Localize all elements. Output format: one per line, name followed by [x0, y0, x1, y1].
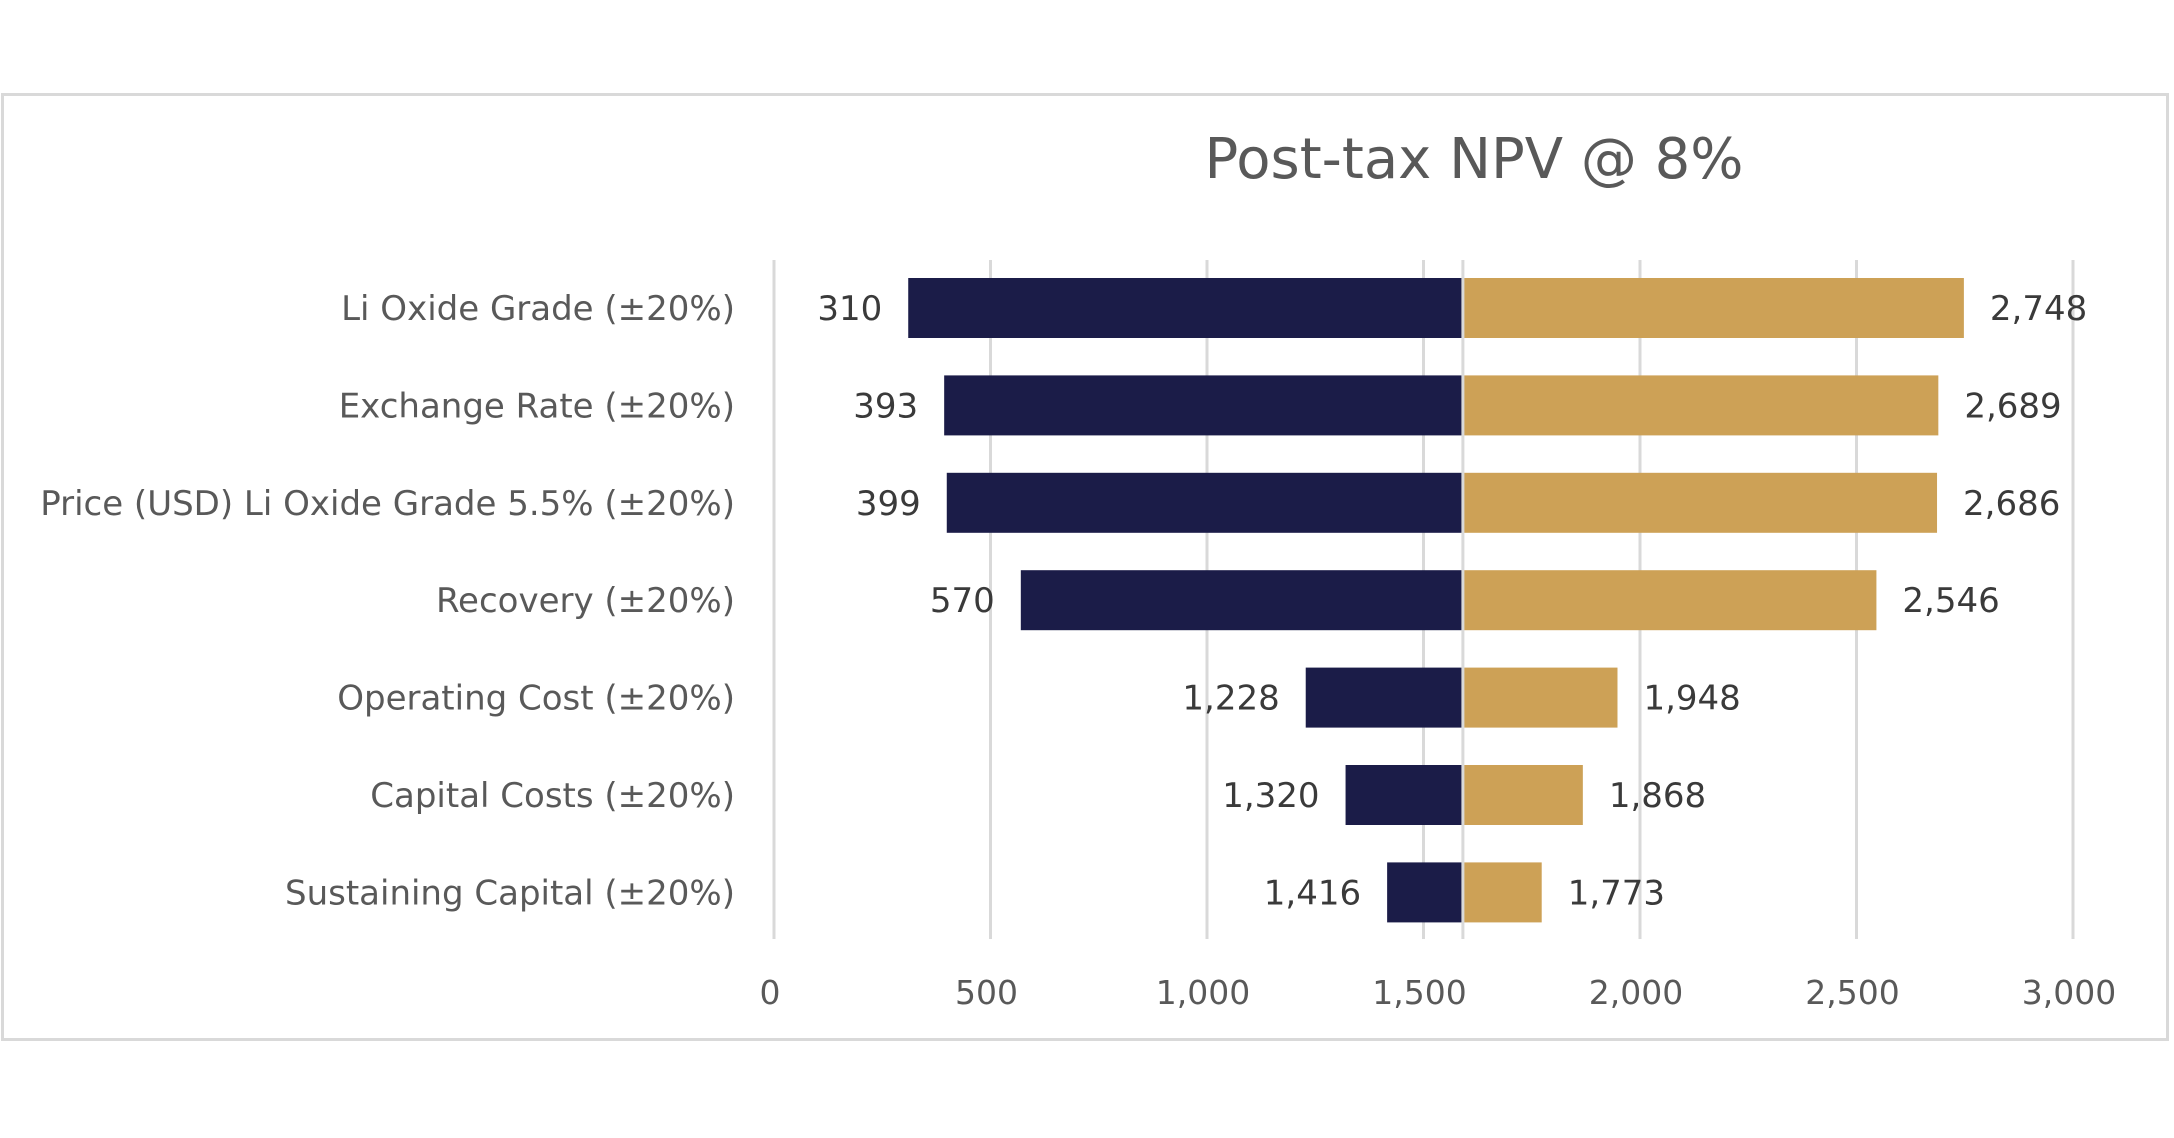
bar-high [1462, 765, 1583, 825]
value-label-low: 570 [930, 581, 995, 621]
value-label-high: 2,689 [1964, 386, 2061, 426]
bar-low [1345, 765, 1463, 825]
value-label-high: 1,948 [1643, 679, 1740, 719]
bar-high [1462, 472, 1938, 533]
x-tick-label: 0 [760, 973, 781, 1012]
value-label-high: 1,773 [1568, 873, 1665, 913]
x-tick-label: 2,500 [1805, 973, 1899, 1012]
value-label-low: 1,416 [1264, 873, 1361, 913]
bar-low [1020, 570, 1463, 631]
bars [908, 278, 1964, 923]
value-label-low: 310 [817, 289, 882, 329]
bar-low [908, 278, 1463, 338]
x-tick-label: 500 [955, 973, 1018, 1012]
value-label-high: 2,748 [1990, 289, 2087, 329]
bar-high [1462, 278, 1964, 338]
category-label: Sustaining Capital (±20%) [285, 873, 735, 913]
value-label-high: 2,686 [1963, 484, 2060, 524]
category-label: Exchange Rate (±20%) [339, 386, 735, 426]
value-labels: 310 2,748 393 2,689 399 2,686 570 2,546 1,228 1,9… [817, 289, 2087, 913]
bar-low [1305, 667, 1463, 728]
x-tick-label: 2,000 [1589, 973, 1683, 1012]
x-tick-label: 1,500 [1372, 973, 1466, 1012]
category-label: Li Oxide Grade (±20%) [341, 289, 735, 329]
category-label: Recovery (±20%) [436, 581, 735, 621]
bar-high [1462, 667, 1618, 728]
value-label-high: 2,546 [1902, 581, 1999, 621]
x-axis-tick-labels: 0 500 1,000 1,500 2,000 2,500 3,000 [760, 973, 2117, 1012]
value-label-low: 393 [853, 386, 918, 426]
bar-high [1462, 862, 1542, 923]
value-label-low: 399 [856, 484, 921, 524]
chart-frame [1, 93, 2169, 1041]
value-label-high: 1,868 [1609, 776, 1706, 816]
category-label: Price (USD) Li Oxide Grade 5.5% (±20%) [40, 484, 735, 524]
category-labels: Li Oxide Grade (±20%) Exchange Rate (±20%… [40, 289, 735, 913]
value-label-low: 1,320 [1222, 776, 1319, 816]
bar-high [1462, 570, 1877, 631]
bar-high [1462, 375, 1939, 436]
bar-low [946, 472, 1463, 533]
category-label: Capital Costs (±20%) [370, 776, 735, 816]
chart-title: Post-tax NPV @ 8% [1205, 127, 1744, 192]
bar-low [944, 375, 1463, 436]
category-label: Operating Cost (±20%) [337, 679, 735, 719]
bar-low [1387, 862, 1463, 923]
x-tick-label: 1,000 [1156, 973, 1250, 1012]
x-tick-label: 3,000 [2022, 973, 2116, 1012]
value-label-low: 1,228 [1182, 679, 1279, 719]
